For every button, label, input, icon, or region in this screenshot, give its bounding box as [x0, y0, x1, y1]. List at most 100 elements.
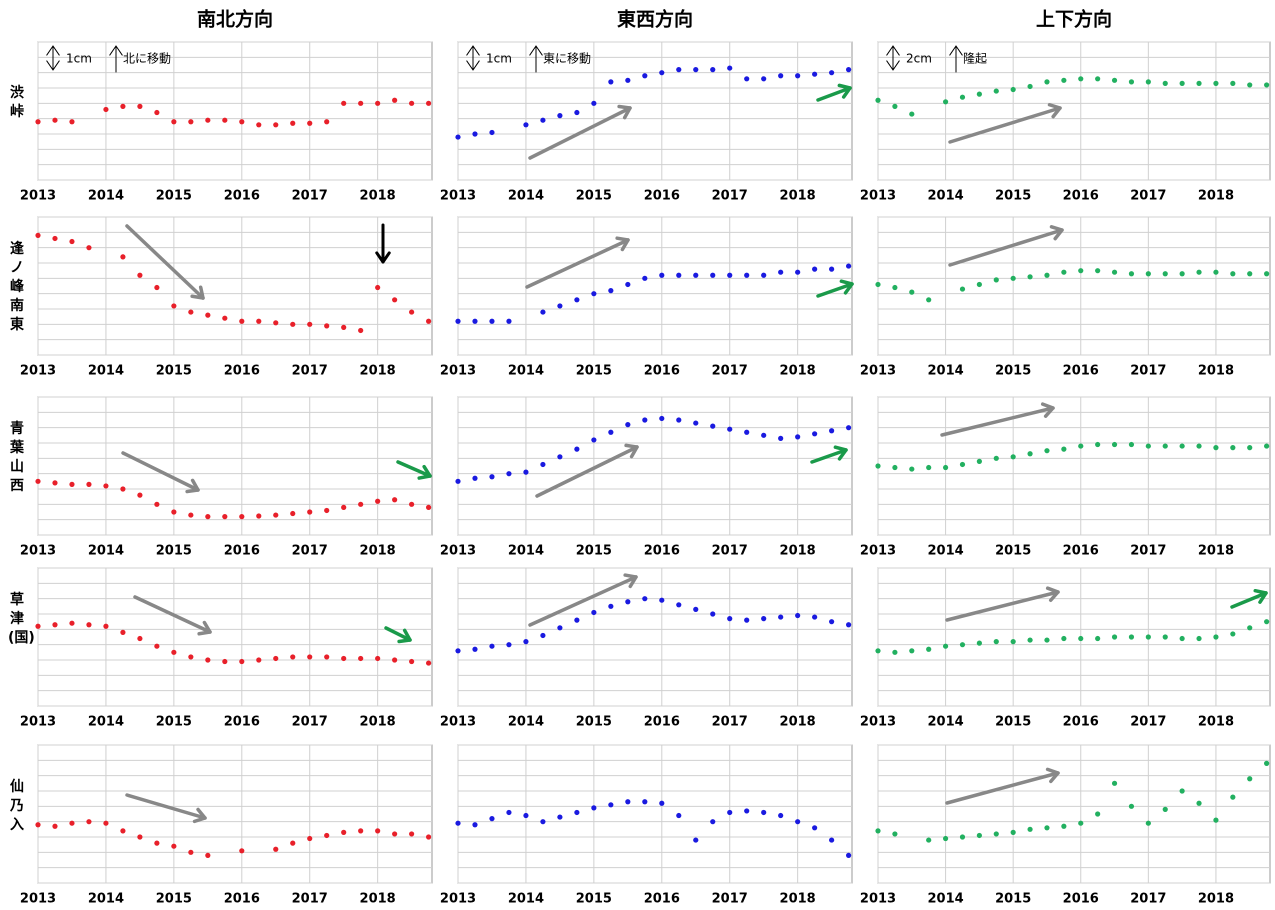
trend-arrow-head [417, 464, 432, 480]
data-point [1044, 448, 1050, 454]
data-point [1264, 271, 1270, 277]
data-point [52, 480, 58, 486]
data-point [1196, 635, 1202, 642]
x-tick-label: 2015 [995, 715, 1031, 730]
data-point [392, 657, 398, 663]
data-point [472, 131, 478, 137]
data-point [1061, 823, 1067, 829]
data-point [1128, 271, 1135, 277]
x-tick-label: 2017 [712, 189, 748, 204]
x-tick-label: 2016 [224, 364, 260, 379]
data-point [188, 309, 194, 315]
data-point [506, 471, 512, 477]
trend-arrow-head [529, 45, 543, 56]
x-tick-label: 2016 [1063, 544, 1099, 559]
data-point [489, 474, 495, 480]
data-point [727, 426, 733, 432]
data-point [69, 119, 75, 125]
x-tick-label: 2013 [860, 544, 896, 559]
trend-arrow-head [1047, 102, 1062, 119]
data-point [472, 318, 478, 324]
data-point [959, 642, 966, 648]
data-point [1230, 631, 1236, 637]
data-point [1145, 271, 1151, 277]
data-point [1230, 271, 1236, 277]
trend-arrow [945, 771, 1060, 805]
data-point [676, 417, 682, 423]
data-point [574, 446, 580, 452]
x-tick-label: 2018 [1198, 892, 1234, 907]
trend-arrow-head [1253, 588, 1268, 604]
data-point [409, 658, 415, 665]
data-point [1162, 80, 1168, 86]
data-point [625, 799, 631, 805]
data-point [812, 614, 818, 620]
data-point [761, 616, 767, 622]
data-point [540, 461, 546, 468]
x-tick-label: 2013 [440, 364, 476, 379]
x-tick-label: 2013 [440, 544, 476, 559]
data-point [892, 103, 898, 109]
data-point [926, 297, 932, 303]
data-point [976, 91, 982, 97]
data-point [1061, 77, 1067, 83]
data-point [1044, 272, 1050, 278]
x-tick-label: 2017 [292, 189, 328, 204]
data-point [205, 312, 211, 318]
data-point [642, 417, 648, 423]
x-tick-label: 2013 [20, 544, 56, 559]
data-point [812, 266, 818, 272]
trend-arrow [945, 590, 1060, 622]
data-point [846, 67, 852, 73]
data-point [120, 486, 126, 492]
data-point [307, 509, 313, 515]
data-point [993, 639, 999, 645]
data-point [744, 808, 750, 814]
x-tick-label: 2017 [292, 715, 328, 730]
data-point [608, 802, 614, 808]
data-point [557, 625, 563, 631]
data-point [69, 481, 75, 487]
trend-arrow-head [949, 45, 963, 56]
trend-arrow [810, 448, 848, 464]
data-point [290, 120, 296, 126]
x-tick-label: 2013 [860, 189, 896, 204]
data-point [909, 466, 915, 472]
row-label: 草津(国) [8, 592, 35, 646]
data-point [273, 846, 279, 852]
x-tick-label: 2015 [156, 892, 192, 907]
x-tick-label: 2014 [927, 544, 963, 559]
x-tick-label: 2014 [927, 892, 963, 907]
data-point [324, 654, 330, 660]
data-point [256, 122, 262, 128]
data-point [1044, 637, 1050, 643]
row-label: 青葉山西 [10, 421, 24, 494]
trend-arrow [816, 86, 852, 102]
x-tick-label: 2014 [88, 892, 124, 907]
data-point [205, 657, 211, 663]
x-tick-label: 2015 [995, 892, 1031, 907]
data-point [358, 828, 364, 834]
x-tick-label: 2013 [20, 892, 56, 907]
column-title: 南北方向 [197, 8, 273, 31]
trend-arrow [1230, 591, 1268, 609]
data-point [557, 454, 563, 460]
data-point [35, 623, 41, 629]
x-tick-label: 2016 [644, 715, 680, 730]
x-tick-label: 2016 [1063, 189, 1099, 204]
data-point [1162, 806, 1168, 813]
data-point [1179, 788, 1185, 794]
data-point [926, 646, 932, 652]
trend-arrow-head [886, 60, 900, 71]
data-point [642, 799, 648, 805]
data-point [659, 272, 665, 278]
trend-arrow-head [192, 807, 207, 824]
data-point [710, 423, 716, 429]
data-point [1196, 269, 1202, 275]
x-tick-label: 2015 [995, 189, 1031, 204]
data-point [540, 632, 546, 639]
x-tick-label: 2017 [1130, 364, 1166, 379]
plot-area [877, 41, 1271, 181]
data-point [69, 238, 75, 245]
x-tick-label: 2014 [508, 892, 544, 907]
